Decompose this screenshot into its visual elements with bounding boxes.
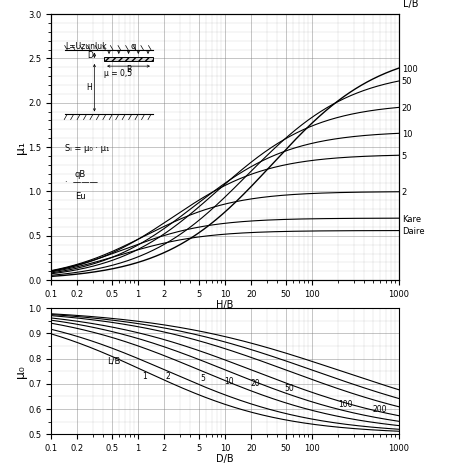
- Text: ·  ———: · ———: [65, 178, 98, 187]
- Text: μ = 0,5: μ = 0,5: [104, 69, 132, 78]
- Text: 100: 100: [338, 400, 352, 409]
- Text: 200: 200: [372, 404, 387, 414]
- Text: 20: 20: [250, 379, 259, 389]
- Text: q: q: [131, 42, 136, 51]
- Y-axis label: μ₀: μ₀: [13, 365, 26, 378]
- Text: L/B: L/B: [106, 357, 120, 366]
- Text: 10: 10: [223, 377, 233, 386]
- Text: L/B: L/B: [402, 0, 417, 9]
- Text: H: H: [87, 83, 92, 92]
- Text: L=Uzunluk: L=Uzunluk: [65, 42, 106, 51]
- Text: Sᵢ = μ₀ · μ₁: Sᵢ = μ₀ · μ₁: [65, 144, 109, 153]
- Text: D: D: [88, 51, 93, 60]
- Text: 2: 2: [165, 372, 170, 381]
- Bar: [104, 57, 153, 61]
- X-axis label: D/B: D/B: [216, 454, 233, 464]
- Text: Eu: Eu: [75, 192, 85, 201]
- Text: B: B: [125, 65, 131, 74]
- Text: 50: 50: [284, 384, 294, 393]
- X-axis label: H/B: H/B: [216, 300, 233, 310]
- Text: 5: 5: [200, 375, 205, 383]
- Text: qB: qB: [75, 170, 86, 178]
- Y-axis label: μ₁: μ₁: [13, 141, 26, 154]
- Text: 1: 1: [142, 372, 147, 381]
